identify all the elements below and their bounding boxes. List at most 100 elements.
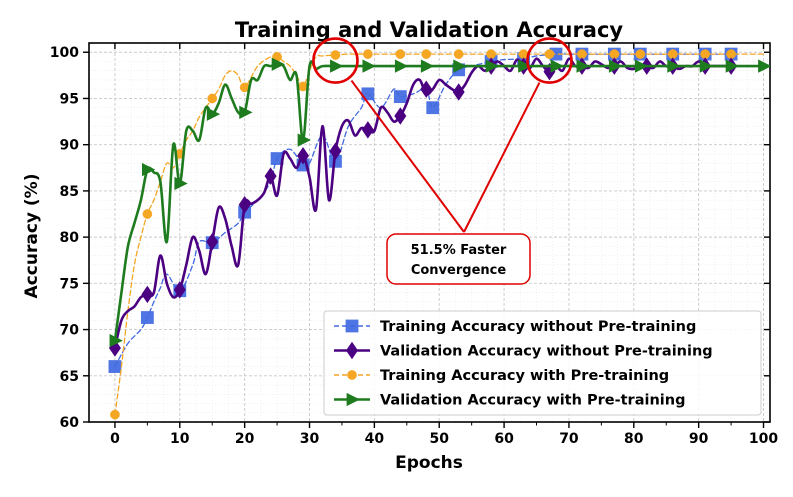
axis-ticks: 0 10 20 30 40 50 60 70 80 90 100 60 65 70 75 80 85 90 95 10… <box>50 43 778 447</box>
series-validation-pretrain-point <box>634 59 649 73</box>
series-training-pretrain-point <box>395 49 406 59</box>
x-tick-label: 0 <box>110 431 120 447</box>
series-validation-no-pretrain-point <box>361 121 374 139</box>
series-validation-pretrain-point <box>206 107 221 121</box>
x-tick-label: 70 <box>559 431 579 447</box>
series-training-pretrain-point <box>667 49 678 59</box>
x-tick-label: 10 <box>170 431 190 447</box>
series-validation-pretrain <box>109 57 770 348</box>
y-tick-label: 70 <box>60 323 80 339</box>
series-validation-no-pretrain-point <box>238 196 251 214</box>
x-tick-label: 100 <box>749 431 778 447</box>
series-training-no-pretrain-point <box>108 360 122 373</box>
y-tick-label: 90 <box>60 138 80 154</box>
legend-training-no-pretrain-label: Training Accuracy without Pre-training <box>380 319 696 335</box>
series-validation-pretrain-point <box>362 59 376 73</box>
series-validation-no-pretrain-point <box>173 281 186 299</box>
y-tick-label: 85 <box>60 184 79 200</box>
annotation-text-line1: 51.5% Faster <box>411 243 507 258</box>
series-validation-pretrain-point <box>239 105 253 119</box>
legend-validation-no-pretrain-label: Validation Accuracy without Pre-training <box>380 344 713 360</box>
series-training-pretrain-point <box>635 49 646 59</box>
series-validation-pretrain-point <box>608 59 623 73</box>
annotation-circle-2 <box>526 37 573 84</box>
legend-training-pretrain-marker <box>347 370 357 380</box>
series-training-pretrain-point <box>726 49 736 59</box>
series-training-pretrain-point <box>421 49 432 59</box>
y-tick-label: 80 <box>60 230 80 246</box>
x-tick-label: 90 <box>689 431 709 447</box>
annotation-circle-1 <box>312 37 359 84</box>
series-validation-pretrain-point <box>420 59 435 73</box>
legend-validation-pretrain-marker <box>346 392 360 407</box>
series-validation-pretrain-point <box>550 59 564 73</box>
series-validation-no-pretrain-point <box>264 167 277 185</box>
legend: Training Accuracy without Pre-training Va… <box>323 310 762 416</box>
series-validation-pretrain-point <box>576 59 590 73</box>
legend-training-no-pretrain-marker <box>345 319 359 333</box>
series-validation-no-pretrain-point <box>394 107 407 125</box>
legend-validation-no-pretrain-marker <box>346 341 358 360</box>
annotation-layer: 51.5% Faster Convergence <box>312 37 573 285</box>
series-training-pretrain-point <box>700 49 710 59</box>
y-tick-label: 75 <box>60 276 79 292</box>
legend-validation-pretrain-label: Validation Accuracy with Pre-training <box>380 393 685 409</box>
series-training-pretrain-point <box>207 93 218 104</box>
series-validation-pretrain-point <box>271 57 285 71</box>
series-validation-pretrain-point <box>297 133 311 147</box>
series-validation-pretrain-point <box>109 334 123 348</box>
series-validation-pretrain-point <box>174 176 188 191</box>
series-validation-pretrain-point <box>141 162 156 177</box>
series-training-pretrain-point <box>142 209 153 219</box>
x-tick-label: 30 <box>300 431 320 447</box>
series-validation-pretrain-point <box>394 59 409 73</box>
series-training-pretrain-point <box>609 49 620 59</box>
series-validation-pretrain-point <box>758 59 770 73</box>
legend-training-pretrain: Training Accuracy with Pre-training <box>334 368 669 384</box>
x-tick-label: 80 <box>624 431 644 447</box>
series-validation-pretrain-point <box>453 59 467 73</box>
y-tick-label: 100 <box>50 45 79 61</box>
series-training-pretrain-point <box>486 49 496 59</box>
chart-title: Training and Validation Accuracy <box>235 18 624 42</box>
y-tick-label: 95 <box>60 91 79 107</box>
legend-validation-pretrain: Validation Accuracy with Pre-training <box>334 393 685 409</box>
series-validation-no-pretrain-point <box>206 233 219 251</box>
x-axis-label: Epochs <box>395 453 463 473</box>
series-validation-no-pretrain-point <box>141 285 154 304</box>
y-axis-label: Accuracy (%) <box>22 174 42 299</box>
y-tick-label: 65 <box>60 369 79 385</box>
x-tick-label: 60 <box>494 431 514 447</box>
series-validation-no-pretrain-point <box>297 147 310 165</box>
legend-validation-no-pretrain: Validation Accuracy without Pre-training <box>334 341 713 360</box>
x-tick-label: 50 <box>429 431 449 447</box>
series-validation-pretrain-point <box>725 59 739 73</box>
x-tick-label: 20 <box>235 431 255 447</box>
series-validation-pretrain-point <box>699 59 714 73</box>
annotation-arrow-2 <box>463 82 541 233</box>
annotation-text-line2: Convergence <box>411 263 507 278</box>
series-training-pretrain <box>110 49 765 420</box>
annotation-box <box>386 233 531 285</box>
series-validation-no-pretrain-point <box>420 80 433 98</box>
series-training-no-pretrain-point <box>140 311 154 324</box>
series-training-pretrain-point <box>544 49 555 59</box>
series-validation-pretrain-point <box>330 59 344 73</box>
series-validation-pretrain-point <box>667 59 681 73</box>
series-training-no-pretrain-point <box>393 90 407 104</box>
plot-frame <box>88 42 771 423</box>
series-training-pretrain-point <box>330 50 341 60</box>
series-training-no-pretrain-point <box>426 101 440 115</box>
series-validation-no-pretrain-line <box>113 57 733 350</box>
series-training-pretrain-point <box>110 409 120 420</box>
series-training-pretrain-point <box>453 49 464 59</box>
series-validation-pretrain-point <box>518 59 532 73</box>
series-validation-no-pretrain-point <box>329 142 342 160</box>
legend-training-no-pretrain: Training Accuracy without Pre-training <box>334 319 696 335</box>
series-training-pretrain-point <box>363 49 373 59</box>
y-tick-label: 60 <box>60 415 80 431</box>
x-tick-label: 40 <box>365 431 385 447</box>
series-validation-pretrain-point <box>485 59 500 73</box>
